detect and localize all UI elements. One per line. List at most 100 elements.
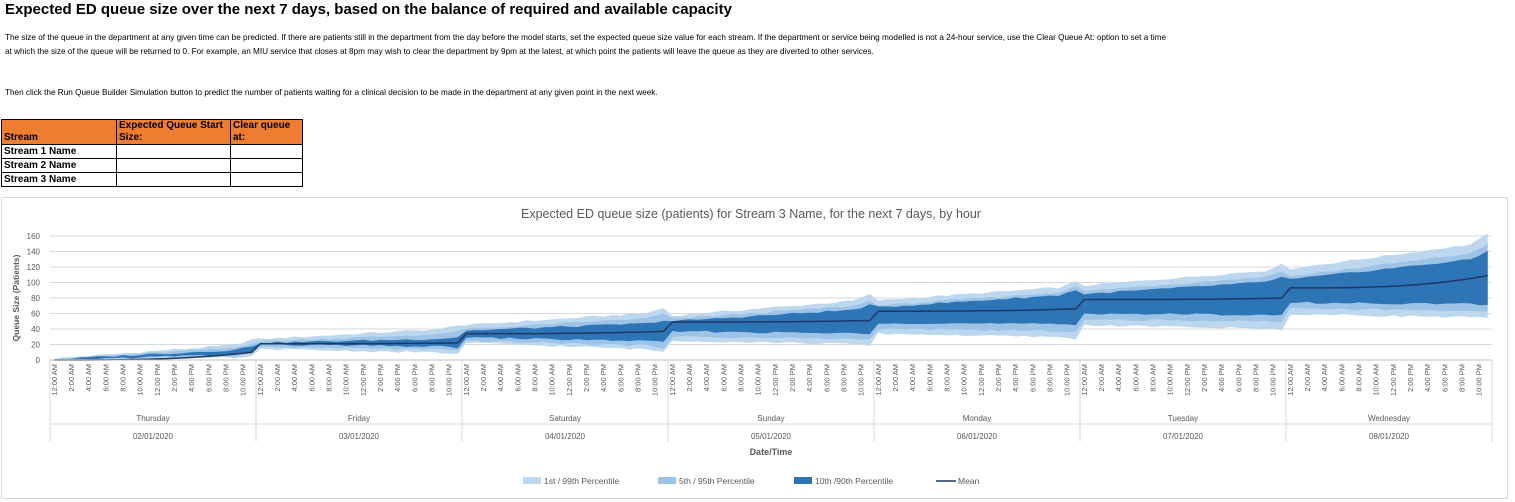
run-simulation-instructions: Then click the Run Queue Builder Simulat…	[5, 88, 658, 97]
hour-tick-label: 12:00 AM	[462, 364, 471, 396]
hour-tick-label: 2:00 AM	[1097, 364, 1106, 392]
table-row: Stream 3 Name	[1, 172, 303, 187]
hour-tick-label: 10:00 AM	[1372, 364, 1381, 396]
hour-tick-label: 8:00 PM	[634, 364, 643, 392]
hour-tick-label: 12:00 AM	[1286, 364, 1295, 396]
hour-tick-label: 2:00 PM	[170, 364, 179, 392]
hour-tick-label: 2:00 PM	[376, 364, 385, 392]
hour-tick-label: 10:00 PM	[651, 364, 660, 396]
hour-tick-label: 12:00 AM	[50, 364, 59, 396]
hour-tick-label: 6:00 PM	[616, 364, 625, 392]
hour-tick-label: 4:00 AM	[702, 364, 711, 392]
hour-tick-label: 10:00 AM	[754, 364, 763, 396]
table-header-row: Stream Expected Queue Start Size: Clear …	[1, 119, 303, 145]
hour-tick-label: 4:00 PM	[599, 364, 608, 392]
day-label: Sunday	[757, 414, 784, 423]
hour-tick-label: 10:00 PM	[445, 364, 454, 396]
hour-tick-label: 4:00 PM	[187, 364, 196, 392]
hour-tick-label: 8:00 AM	[1149, 364, 1158, 392]
y-tick-label: 40	[31, 325, 40, 334]
y-tick-label: 20	[31, 341, 40, 350]
clear-queue-column-header: Clear queue at:	[230, 119, 303, 145]
stream-settings-table: Stream Expected Queue Start Size: Clear …	[1, 119, 303, 187]
hour-tick-label: 6:00 AM	[1337, 364, 1346, 392]
hour-tick-label: 10:00 AM	[1166, 364, 1175, 396]
y-tick-label: 0	[36, 356, 41, 365]
hour-tick-label: 4:00 AM	[1114, 364, 1123, 392]
hour-tick-label: 8:00 PM	[222, 364, 231, 392]
hour-tick-label: 4:00 PM	[1217, 364, 1226, 392]
date-label: 03/01/2020	[339, 432, 380, 441]
day-label: Thursday	[136, 414, 169, 423]
hour-tick-label: 6:00 PM	[1440, 364, 1449, 392]
hour-tick-label: 6:00 AM	[513, 364, 522, 392]
hour-tick-label: 10:00 AM	[548, 364, 557, 396]
hour-tick-label: 6:00 AM	[925, 364, 934, 392]
date-label: 05/01/2020	[751, 432, 792, 441]
hour-tick-label: 4:00 AM	[1320, 364, 1329, 392]
date-label: 08/01/2020	[1369, 432, 1410, 441]
hour-tick-label: 8:00 PM	[1252, 364, 1261, 392]
hour-tick-label: 6:00 AM	[1131, 364, 1140, 392]
hour-tick-label: 8:00 PM	[840, 364, 849, 392]
y-tick-label: 140	[27, 248, 41, 257]
hour-tick-label: 2:00 PM	[1200, 364, 1209, 392]
chart-title: Expected ED queue size (patients) for St…	[521, 207, 981, 221]
hour-tick-label: 4:00 PM	[1011, 364, 1020, 392]
hour-tick-label: 10:00 AM	[960, 364, 969, 396]
day-label: Wednesday	[1368, 414, 1410, 423]
y-tick-label: 100	[27, 279, 41, 288]
hour-tick-label: 2:00 AM	[685, 364, 694, 392]
hour-tick-label: 10:00 PM	[1475, 364, 1484, 396]
hour-tick-label: 12:00 PM	[153, 364, 162, 396]
mean-line	[54, 274, 1488, 361]
hour-tick-label: 10:00 PM	[1063, 364, 1072, 396]
hour-tick-label: 2:00 AM	[479, 364, 488, 392]
hour-tick-label: 6:00 PM	[822, 364, 831, 392]
hour-tick-label: 12:00 PM	[1389, 364, 1398, 396]
y-tick-label: 120	[27, 263, 41, 272]
hour-tick-label: 6:00 PM	[204, 364, 213, 392]
hour-tick-label: 4:00 PM	[393, 364, 402, 392]
band-10-90-percentile	[54, 250, 1488, 360]
hour-tick-label: 2:00 AM	[1303, 364, 1312, 392]
hour-tick-label: 2:00 AM	[67, 364, 76, 392]
x-axis-title: Date/Time	[750, 447, 793, 457]
hour-tick-label: 4:00 AM	[496, 364, 505, 392]
hour-tick-label: 8:00 AM	[737, 364, 746, 392]
hour-tick-label: 6:00 AM	[307, 364, 316, 392]
legend-label: 10th /90th Percentile	[815, 476, 893, 486]
legend-label: 1st / 99th Percentile	[544, 476, 619, 486]
hour-tick-label: 2:00 PM	[994, 364, 1003, 392]
page-title: Expected ED queue size over the next 7 d…	[5, 1, 732, 18]
y-tick-label: 160	[27, 232, 41, 241]
legend-swatch	[658, 477, 676, 484]
hour-tick-label: 2:00 PM	[788, 364, 797, 392]
clear-queue-cell[interactable]	[230, 172, 303, 187]
hour-tick-label: 12:00 PM	[977, 364, 986, 396]
date-label: 06/01/2020	[957, 432, 998, 441]
hour-tick-label: 10:00 PM	[857, 364, 866, 396]
hour-tick-label: 8:00 AM	[325, 364, 334, 392]
hour-tick-label: 2:00 PM	[1406, 364, 1415, 392]
stream-column-header: Stream	[1, 119, 117, 145]
hour-tick-label: 12:00 PM	[771, 364, 780, 396]
legend-label: Mean	[958, 476, 980, 486]
hour-tick-label: 8:00 PM	[428, 364, 437, 392]
legend-label: 5th / 95th Percentile	[679, 476, 755, 486]
legend-swatch	[794, 477, 812, 484]
hour-tick-label: 2:00 AM	[891, 364, 900, 392]
day-label: Saturday	[549, 414, 581, 423]
day-label: Friday	[348, 414, 370, 423]
date-label: 04/01/2020	[545, 432, 586, 441]
hour-tick-label: 4:00 PM	[805, 364, 814, 392]
date-label: 02/01/2020	[133, 432, 174, 441]
date-label: 07/01/2020	[1163, 432, 1204, 441]
day-label: Tuesday	[1168, 414, 1198, 423]
hour-tick-label: 12:00 AM	[874, 364, 883, 396]
instructions-paragraph: The size of the queue in the department …	[5, 33, 1167, 56]
hour-tick-label: 4:00 AM	[908, 364, 917, 392]
hour-tick-label: 8:00 PM	[1458, 364, 1467, 392]
hour-tick-label: 8:00 AM	[943, 364, 952, 392]
